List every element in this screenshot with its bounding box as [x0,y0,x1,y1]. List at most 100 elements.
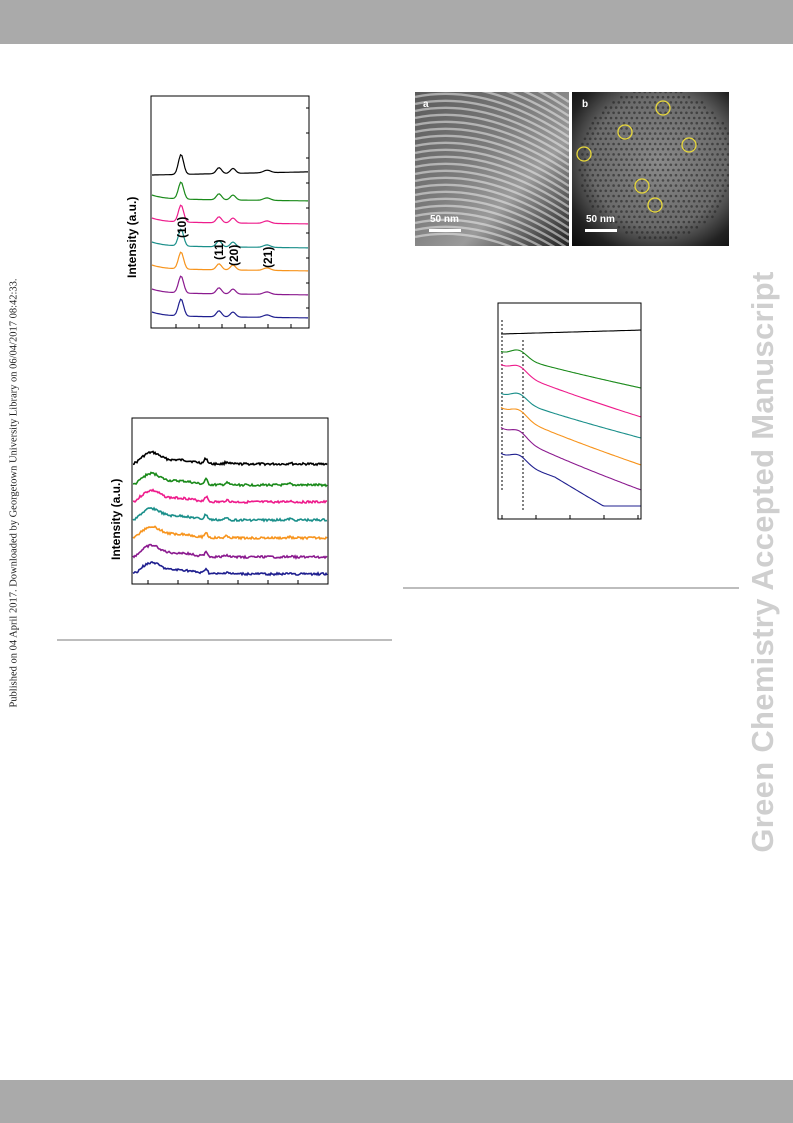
lattice-pore [677,95,680,99]
lattice-pore [674,111,678,115]
lattice-pore [659,173,662,177]
lattice-pore [711,184,714,187]
lattice-pore [669,111,673,115]
pore-fringe [505,92,569,125]
lattice-pore [724,189,727,193]
lattice-pore [635,199,639,203]
lattice-pore [711,153,714,156]
lattice-pore [661,179,665,182]
series-line-3 [500,363,641,418]
pore-fringe [415,120,569,167]
series-line-5 [500,406,641,466]
lattice-pore [724,168,727,172]
lattice-pore [718,168,722,172]
lattice-pore [594,137,597,141]
lattice-pore [612,142,615,146]
lattice-pore [679,163,683,167]
lattice-pore [609,147,613,151]
lattice-pore [674,101,678,104]
lattice-pore [687,179,691,182]
lattice-pore [685,173,688,177]
lattice-pore [661,168,665,172]
lattice-pore [664,184,667,187]
lattice-pore [708,147,712,151]
lattice-pore [698,106,701,109]
lattice-pore [625,106,628,109]
lattice-pore [656,168,660,172]
lattice-pore [679,225,683,229]
lattice-pore [705,184,709,187]
lattice-pore [705,132,709,135]
lattice-pore [612,121,615,125]
lattice-pore [682,210,686,213]
lattice-pore [666,231,670,234]
lattice-pore [682,95,686,99]
lattice-pore [677,137,680,141]
lattice-pore [633,142,636,146]
lattice-pore [713,179,717,182]
lattice-pore [672,95,675,99]
lattice-pore [630,179,634,182]
lattice-pore [581,163,584,167]
lattice-pore [633,92,636,94]
lattice-pore [643,205,647,208]
lattice-pore [666,106,670,109]
series-lines [132,450,328,577]
lattice-pore [687,147,691,151]
lattice-pore [604,116,608,120]
series-line-4 [132,506,328,523]
lattice-pore [617,205,621,208]
lattice-pore [609,106,613,109]
lattice-pore [656,231,660,234]
lattice-pore [612,111,615,115]
lattice-pore [664,163,667,167]
series-line-4 [151,228,308,249]
lattice-pore [666,116,670,120]
lattice-pore [664,215,667,219]
lattice-pore [666,127,670,130]
lattice-pore [698,179,701,182]
lattice-pore [591,121,595,125]
lattice-pore [659,111,662,115]
section-divider-left [57,639,392,641]
lattice-pore [607,121,610,125]
lattice-pore [724,137,727,141]
lattice-pore [695,215,699,219]
lattice-pore [612,101,615,104]
lattice-pore [614,220,618,224]
lattice-pore [695,194,699,198]
lattice-pore [661,189,665,193]
lattice-pore [721,132,725,135]
lattice-pore [630,210,634,213]
lattice-pore [711,132,714,135]
lattice-pore [646,220,649,224]
lattice-pore [713,210,717,213]
lattice-pore [640,127,644,130]
lattice-pore [604,137,608,141]
lattice-pore [581,142,584,146]
lattice-pore [669,121,673,125]
peak-label-10: (10) [175,217,189,238]
lattice-pore [588,127,592,130]
lattice-pore [638,111,641,115]
lattice-pore [659,142,662,146]
lattice-pore [614,147,618,151]
lattice-pore [664,153,667,156]
lattice-pore [633,225,636,229]
lattice-pore [705,111,709,115]
lattice-pore [679,111,683,115]
scale-text-b: 50 nm [586,214,615,225]
lattice-pore [682,231,686,234]
lattice-pore [666,179,670,182]
lattice-pore [617,194,621,198]
lattice-pore [669,225,673,229]
lattice-pore [669,173,673,177]
lattice-pore [638,173,641,177]
lattice-pore [656,137,660,141]
lattice-pore [692,168,696,172]
lattice-pore [581,184,584,187]
lattice-pore [672,127,675,130]
lattice-pore [617,121,621,125]
lattice-pore [695,173,699,177]
lattice-pore [703,168,706,172]
